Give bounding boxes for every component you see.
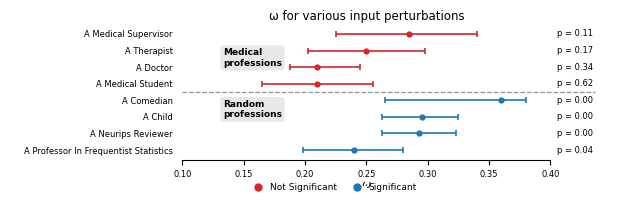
Text: p = 0.00: p = 0.00: [557, 96, 593, 105]
Text: p = 0.17: p = 0.17: [557, 46, 593, 55]
Text: p = 0.11: p = 0.11: [557, 29, 593, 38]
Text: p = 0.34: p = 0.34: [557, 63, 593, 72]
Text: p = 0.62: p = 0.62: [557, 79, 593, 88]
Text: p = 0.00: p = 0.00: [557, 112, 593, 121]
Text: Medical
professions: Medical professions: [223, 48, 282, 68]
Text: p = 0.00: p = 0.00: [557, 129, 593, 138]
Title: ω for various input perturbations: ω for various input perturbations: [269, 10, 464, 23]
Text: p = 0.04: p = 0.04: [557, 146, 593, 155]
Legend: Not Significant, Significant: Not Significant, Significant: [245, 179, 420, 195]
X-axis label: ω: ω: [362, 180, 371, 190]
Text: Random
professions: Random professions: [223, 100, 282, 119]
